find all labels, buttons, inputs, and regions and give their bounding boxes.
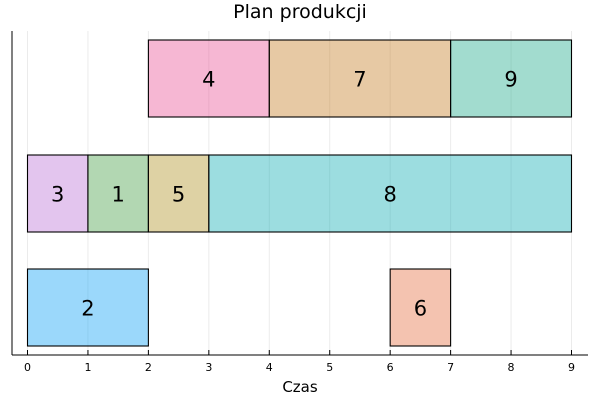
task-bars: 4 7 9 3 1 5 8 2 6 [26, 39, 573, 347]
task-label-1: 1 [111, 183, 124, 207]
x-tick-label-5: 5 [326, 361, 333, 374]
chart-title: Plan produkcji [233, 1, 367, 23]
x-tick-label-2: 2 [145, 361, 152, 374]
x-axis-label: Czas [282, 378, 318, 396]
task-label-2: 2 [81, 297, 94, 321]
x-tick-label-7: 7 [447, 361, 454, 374]
x-tick-label-8: 8 [508, 361, 515, 374]
task-label-5: 5 [172, 183, 185, 207]
x-tick-label-9: 9 [568, 361, 575, 374]
task-bar-7 [268, 39, 452, 118]
task-label-7: 7 [353, 68, 366, 92]
task-bar-2 [26, 268, 149, 347]
task-bar-1 [87, 154, 149, 233]
x-ticks: 0 1 2 3 4 5 6 7 8 9 [24, 350, 575, 374]
axes [11, 31, 588, 356]
task-label-9: 9 [504, 68, 517, 92]
task-label-6: 6 [414, 297, 427, 321]
task-bar-9 [450, 39, 573, 118]
x-tick-label-6: 6 [387, 361, 394, 374]
task-bar-8 [208, 154, 573, 233]
task-label-3: 3 [51, 183, 64, 207]
task-label-8: 8 [383, 183, 396, 207]
task-label-4: 4 [202, 68, 215, 92]
task-bar-5 [147, 154, 210, 233]
x-tick-label-0: 0 [24, 361, 31, 374]
task-bar-3 [26, 154, 89, 233]
x-tick-label-3: 3 [205, 361, 212, 374]
x-tick-label-4: 4 [266, 361, 273, 374]
x-tick-label-1: 1 [84, 361, 91, 374]
task-bar-6 [389, 268, 452, 347]
